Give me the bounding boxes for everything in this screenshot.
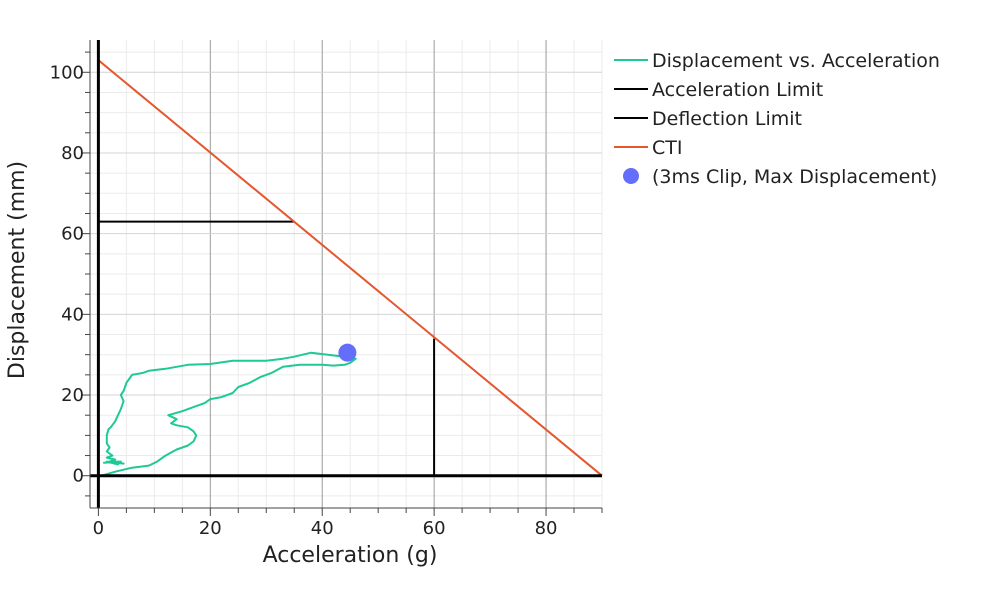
y-tick-label: 100: [50, 62, 84, 83]
y-tick-label: 0: [73, 466, 84, 487]
y-tick-label: 60: [61, 224, 84, 245]
tick-labels: 0 20 40 60 80 0 20 40 60 80 100: [50, 62, 558, 539]
legend-label: (3ms Clip, Max Displacement): [652, 166, 937, 188]
x-axis-label: Acceleration (g): [263, 543, 438, 568]
y-axis-label: Displacement (mm): [5, 161, 30, 379]
series-4-point[interactable]: [338, 343, 357, 362]
x-tick-label: 40: [311, 518, 334, 539]
legend-item[interactable]: CTI: [614, 137, 682, 159]
x-tick-label: 0: [93, 518, 104, 539]
x-tick-label: 20: [199, 518, 222, 539]
series-3-line[interactable]: [97, 59, 603, 477]
legend-label: Acceleration Limit: [652, 79, 823, 101]
legend[interactable]: Displacement vs. Acceleration Acceleratio…: [614, 50, 940, 188]
legend-item[interactable]: Deflection Limit: [614, 108, 802, 130]
y-tick-label: 80: [61, 143, 84, 164]
axes: [82, 40, 603, 516]
legend-label: Deflection Limit: [652, 108, 802, 130]
x-tick-label: 80: [535, 518, 558, 539]
grid-minor: [90, 40, 603, 508]
legend-label: Displacement vs. Acceleration: [652, 50, 940, 72]
legend-swatch: [623, 168, 639, 184]
x-tick-label: 60: [423, 518, 446, 539]
plot-area: [97, 59, 603, 477]
legend-label: CTI: [652, 137, 682, 159]
legend-item[interactable]: Displacement vs. Acceleration: [614, 50, 940, 72]
y-tick-label: 40: [61, 304, 84, 325]
legend-item[interactable]: Acceleration Limit: [614, 79, 823, 101]
y-tick-label: 20: [61, 385, 84, 406]
series-0-line[interactable]: [100, 351, 357, 477]
legend-item[interactable]: (3ms Clip, Max Displacement): [623, 166, 937, 188]
